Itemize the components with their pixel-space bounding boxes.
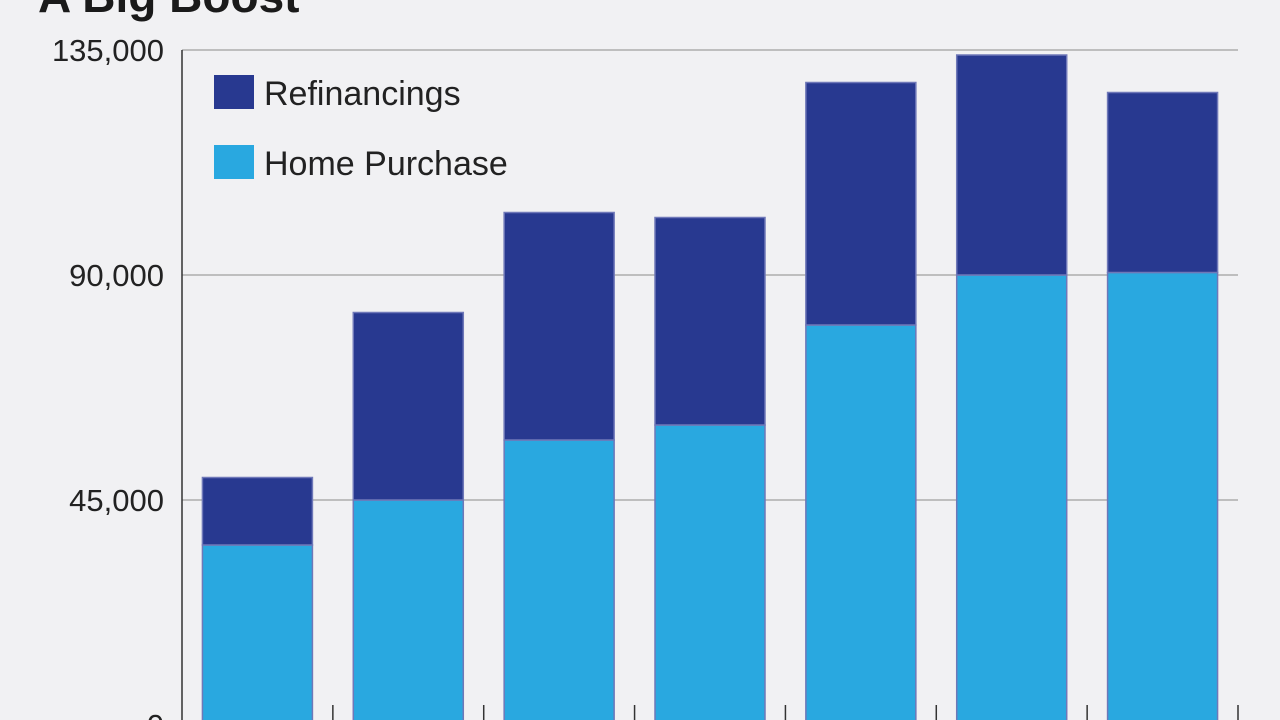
- bar-segment-refinancings: [352, 311, 465, 501]
- y-tick-labels: 0 45,000 90,000 135,000: [52, 33, 164, 720]
- bar-segment-home-purchase: [654, 424, 766, 720]
- chart-title: A Big Boost: [38, 0, 300, 22]
- bar-segment-home-purchase: [1106, 271, 1219, 720]
- bar-segment-refinancings: [1106, 91, 1219, 274]
- y-tick-label: 135,000: [52, 33, 164, 68]
- bar-segment-refinancings: [805, 81, 917, 326]
- legend-label-home-purchase: Home Purchase: [264, 145, 508, 183]
- bar-segment-refinancings: [955, 54, 1068, 276]
- legend-swatch-refinancings: [214, 75, 254, 109]
- bar-segment-home-purchase: [805, 324, 917, 720]
- bar-segment-home-purchase: [352, 499, 465, 720]
- bar-segment-home-purchase: [955, 274, 1068, 720]
- legend: Refinancings Home Purchase: [214, 75, 508, 183]
- y-tick-label: 0: [147, 708, 164, 720]
- legend-label-refinancings: Refinancings: [264, 75, 461, 113]
- bar-segment-refinancings: [503, 211, 615, 441]
- axes: [181, 50, 1239, 720]
- bar-segment-refinancings: [654, 216, 766, 426]
- legend-swatch-home-purchase: [214, 145, 254, 179]
- bar-segment-home-purchase: [201, 544, 314, 720]
- bar-segment-home-purchase: [503, 439, 615, 720]
- y-tick-label: 45,000: [69, 483, 164, 518]
- bar-segment-refinancings: [201, 476, 314, 546]
- bars: [201, 54, 1219, 720]
- y-tick-label: 90,000: [69, 258, 164, 293]
